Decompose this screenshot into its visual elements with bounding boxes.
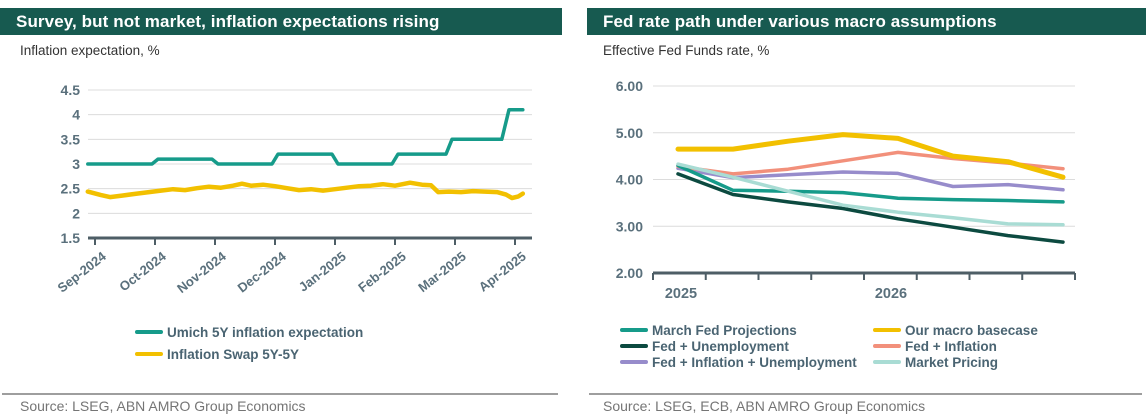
series-line-market-pricing: [676, 162, 1065, 227]
inflation-expectations-chart: 1.5 2 2.5 3 3.5 4 4.5 Sep-2024 Oct-2024 Nov-2024 D…: [55, 82, 532, 296]
legend-item-fed-inflation-unemployment: Fed + Inflation + Unemployment: [620, 354, 857, 370]
left-source-divider: [2, 393, 558, 395]
y-axis-tick-label: 3: [72, 156, 80, 172]
legend-item-our-macro-basecase: Our macro basecase: [873, 322, 1038, 338]
legend-label: Fed + Unemployment: [652, 338, 789, 354]
legend-label: Inflation Swap 5Y-5Y: [167, 346, 300, 362]
x-axis-tick-label: Jan-2025: [296, 249, 349, 295]
x-axis-tick-label: 2026: [875, 286, 907, 302]
fed-rate-path-chart: 2.00 3.00 4.00 5.00 6.00 2025 2026: [616, 78, 1076, 302]
right-source-text: Source: LSEG, ECB, ABN AMRO Group Econom…: [603, 398, 926, 414]
legend-marker-our-macro-basecase: [873, 328, 901, 332]
x-axis-tick-label: Dec-2024: [235, 248, 290, 295]
y-axis-tick-label: 6.00: [616, 78, 643, 94]
series-line-our-macro-basecase: [675, 132, 1066, 180]
y-axis-tick-label: 2: [72, 205, 80, 221]
legend-item-market-pricing: Market Pricing: [873, 354, 1038, 370]
legend-item-fed-unemployment: Fed + Unemployment: [620, 338, 857, 354]
legend-marker-fed-unemployment: [620, 344, 648, 348]
legend-label: Umich 5Y inflation expectation: [167, 324, 364, 340]
legend-label: March Fed Projections: [652, 322, 797, 338]
x-axis-tick-label: 2025: [665, 286, 697, 302]
legend-marker-fed-inflation: [873, 344, 901, 348]
x-axis-tick-label: Oct-2024: [116, 248, 169, 294]
x-axis-tick-label: Mar-2025: [415, 249, 469, 296]
x-axis-tick-label: Nov-2024: [174, 248, 229, 296]
series-line-fed-unemployment: [676, 172, 1065, 244]
legend-label: Our macro basecase: [905, 322, 1038, 338]
series-line-inflation-swap-5y-5y: [85, 180, 526, 201]
y-axis-tick-label: 1.5: [61, 230, 81, 246]
x-axis-tick-label: Apr-2025: [476, 249, 529, 295]
y-axis-tick-label: 2.00: [616, 265, 643, 281]
legend-label: Fed + Inflation: [905, 338, 997, 354]
x-axis-tick-label: Sep-2024: [55, 248, 110, 295]
y-axis-tick-label: 4.00: [616, 172, 643, 188]
y-axis-tick-label: 2.5: [61, 181, 81, 197]
left-source-text: Source: LSEG, ABN AMRO Group Economics: [20, 398, 306, 414]
legend-marker-march-fed-projections: [620, 328, 648, 332]
legend-item-inflation-swap-5y-5y: Inflation Swap 5Y-5Y: [135, 343, 363, 365]
left-chart-ylabel: Inflation expectation, %: [20, 43, 160, 58]
right-chart-legend-col1: March Fed Projections Fed + Unemployment F…: [620, 322, 857, 370]
legend-marker-fed-inflation-unemployment: [620, 360, 648, 364]
right-chart-legend-col2: Our macro basecase Fed + Inflation Market …: [873, 322, 1038, 370]
inflation-expectations-panel: Survey, but not market, inflation expect…: [0, 0, 562, 420]
y-axis-tick-label: 3.5: [61, 131, 81, 147]
legend-marker-market-pricing: [873, 360, 901, 364]
x-axis-tick-label: Feb-2025: [355, 249, 409, 296]
y-axis-tick-label: 3.00: [616, 218, 643, 234]
right-chart-title: Fed rate path under various macro assump…: [587, 8, 1146, 35]
legend-label: Fed + Inflation + Unemployment: [652, 354, 857, 370]
series-line-fed-inflation-unemployment: [676, 166, 1065, 192]
y-axis-tick-label: 4.5: [61, 82, 81, 98]
left-chart-title: Survey, but not market, inflation expect…: [0, 8, 562, 35]
legend-item-march-fed-projections: March Fed Projections: [620, 322, 857, 338]
y-axis-tick-label: 4: [72, 107, 80, 123]
legend-marker-inflation-swap-5y-5y: [135, 352, 163, 356]
series-line-march-fed-projections: [676, 163, 1065, 204]
right-source-divider: [589, 393, 1142, 395]
legend-item-umich-5y-inflation-expectation: Umich 5Y inflation expectation: [135, 321, 363, 343]
legend-item-fed-inflation: Fed + Inflation: [873, 338, 1038, 354]
y-axis-tick-label: 5.00: [616, 125, 643, 141]
right-chart-ylabel: Effective Fed Funds rate, %: [603, 43, 770, 58]
fed-rate-path-panel: Fed rate path under various macro assump…: [587, 0, 1146, 420]
legend-marker-umich-5y-inflation-expectation: [135, 330, 163, 334]
left-chart-legend: Umich 5Y inflation expectation Inflation …: [135, 321, 363, 365]
legend-label: Market Pricing: [905, 354, 999, 370]
series-line-umich-5y-inflation-expectation: [86, 107, 525, 166]
series-line-fed-inflation: [676, 150, 1065, 176]
